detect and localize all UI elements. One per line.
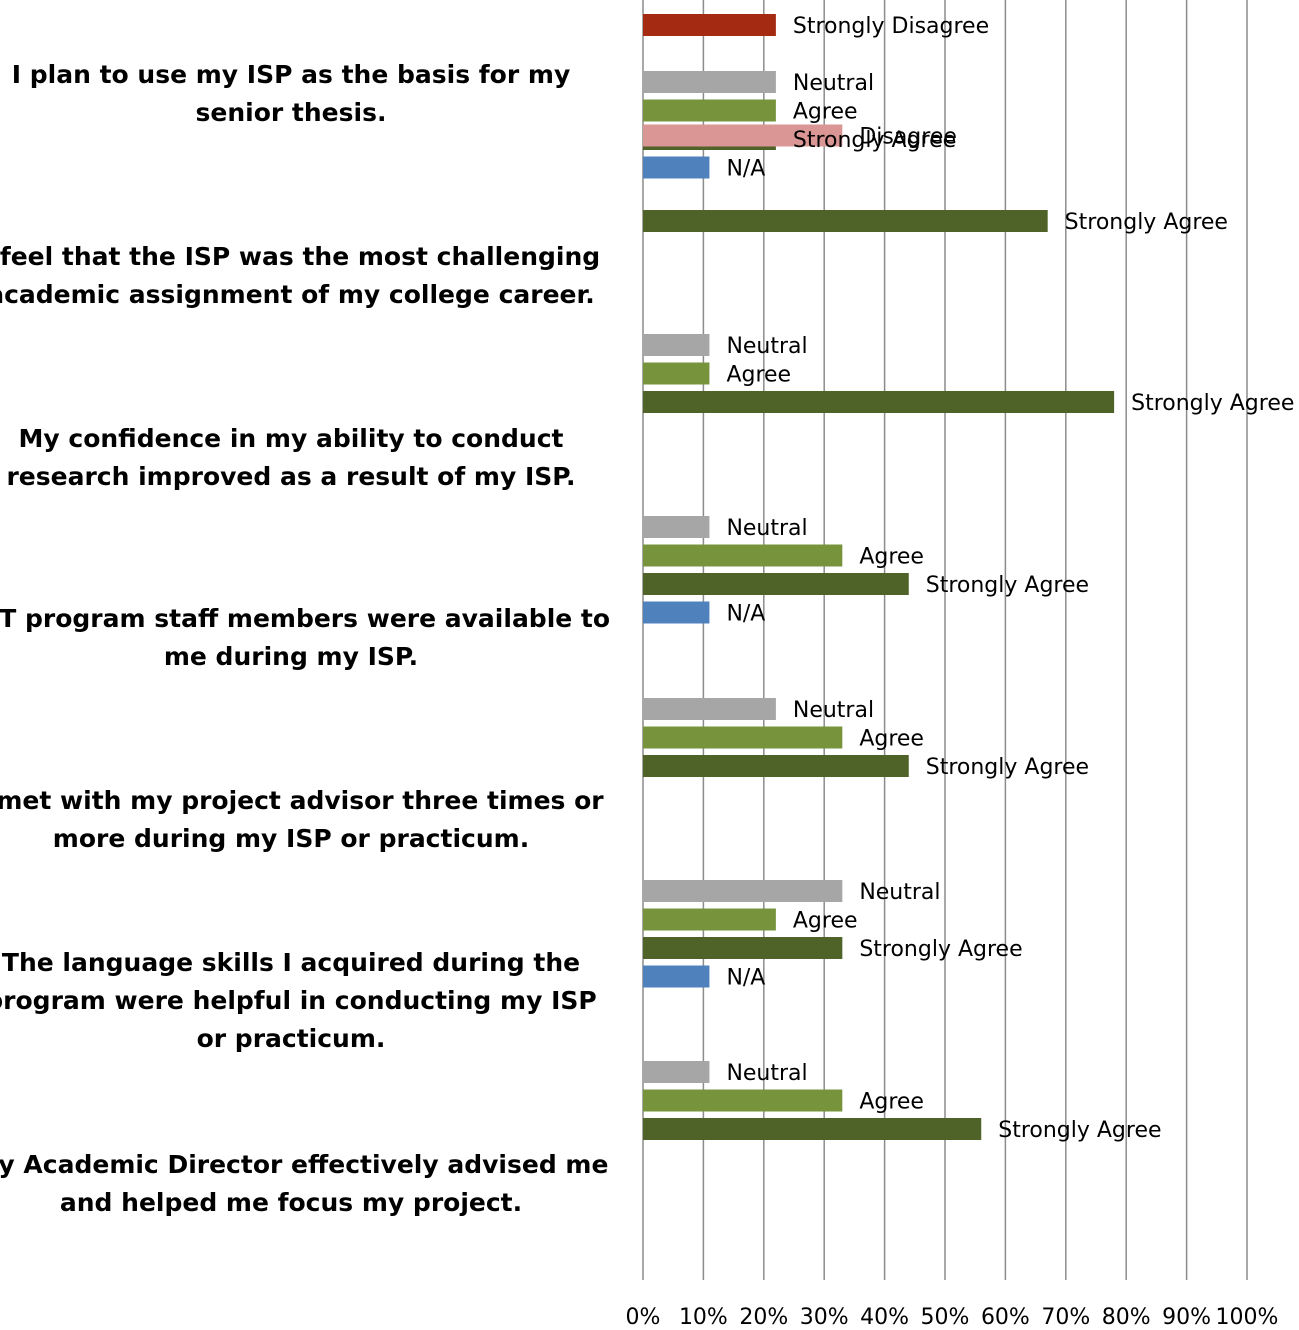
bar xyxy=(643,601,710,624)
bar-label: Strongly Agree xyxy=(1065,210,1228,235)
question-label: I plan to use my ISP as the basis for my… xyxy=(11,60,571,127)
question-label: My Academic Director effectively advised… xyxy=(0,1150,609,1217)
bar xyxy=(643,1089,843,1112)
bar xyxy=(643,362,710,385)
bar xyxy=(643,156,710,179)
bar-label: Agree xyxy=(793,100,858,125)
bar-label: N/A xyxy=(726,602,765,627)
bar xyxy=(643,755,909,777)
x-axis-ticks: 0% 10% 20% 30% 40% 50% 60% 70% 80% 90% 100% xyxy=(626,1305,1279,1330)
bar xyxy=(643,908,776,931)
question-label: My confidence in my ability to conduct r… xyxy=(6,424,576,491)
bar-label: Agree xyxy=(859,727,924,752)
x-tick-label: 60% xyxy=(981,1305,1030,1330)
bar-label: Neutral xyxy=(859,880,940,905)
bar-label: Agree xyxy=(859,1090,924,1115)
bar xyxy=(643,71,776,93)
question-label: I met with my project advisor three time… xyxy=(0,786,604,853)
bar xyxy=(643,544,843,567)
x-tick-label: 80% xyxy=(1102,1305,1151,1330)
bar-label: Strongly Agree xyxy=(998,1118,1161,1143)
bar-label: Strongly Agree xyxy=(926,755,1089,780)
bar-label: Neutral xyxy=(726,334,807,359)
x-tick-label: 100% xyxy=(1216,1305,1279,1330)
bar xyxy=(643,124,843,147)
bar xyxy=(643,1061,710,1083)
bar xyxy=(643,573,909,595)
bar-label: Neutral xyxy=(726,516,807,541)
bar xyxy=(643,937,843,959)
bar xyxy=(643,698,776,720)
x-tick-label: 30% xyxy=(800,1305,849,1330)
bar-label: Strongly Agree xyxy=(859,937,1022,962)
bar xyxy=(643,99,776,122)
bar-label: Neutral xyxy=(793,71,874,96)
bar-label: Agree xyxy=(859,545,924,570)
bar xyxy=(643,210,1048,232)
bar xyxy=(643,516,710,538)
bar xyxy=(643,965,710,988)
bar-label: N/A xyxy=(726,966,765,991)
bar-label: Disagree xyxy=(859,125,957,150)
bar-label: N/A xyxy=(726,157,765,182)
bar-label: Neutral xyxy=(726,1061,807,1086)
gridlines xyxy=(642,0,1248,1280)
x-tick-label: 40% xyxy=(860,1305,909,1330)
bar-label: Strongly Agree xyxy=(1131,391,1294,416)
bar-label: Neutral xyxy=(793,698,874,723)
x-tick-label: 70% xyxy=(1041,1305,1090,1330)
x-tick-label: 20% xyxy=(739,1305,788,1330)
question-label: SIT program staff members were available… xyxy=(0,604,611,671)
bar xyxy=(643,880,843,902)
bar xyxy=(643,1118,982,1140)
bars xyxy=(643,14,1115,1140)
bar xyxy=(643,334,710,356)
bar xyxy=(643,391,1115,413)
x-tick-label: 90% xyxy=(1162,1305,1211,1330)
x-tick-label: 0% xyxy=(626,1305,661,1330)
bar-label: Strongly Disagree xyxy=(793,14,989,39)
x-tick-label: 50% xyxy=(921,1305,970,1330)
x-tick-label: 10% xyxy=(679,1305,728,1330)
bar-label: Agree xyxy=(793,909,858,934)
bar-label: Strongly Agree xyxy=(926,573,1089,598)
bar-label: Agree xyxy=(726,363,791,388)
question-label: I feel that the ISP was the most challen… xyxy=(0,242,601,309)
bar-label: Strongly Agree xyxy=(793,128,956,153)
bar xyxy=(643,726,843,749)
bar xyxy=(643,14,776,36)
question-label: The language skills I acquired during th… xyxy=(0,948,597,1053)
